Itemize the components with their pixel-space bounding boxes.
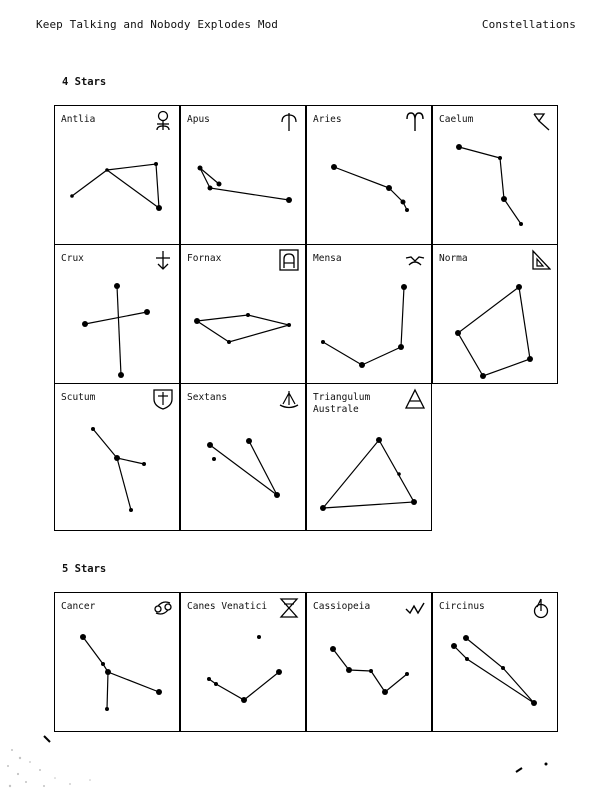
caelum-star-map xyxy=(456,144,523,226)
cancer-star-map xyxy=(80,634,162,711)
section-title-5-stars: 5 Stars xyxy=(62,563,107,575)
constellation-name: Canes Venatici xyxy=(187,601,268,612)
cassiopeia-symbol-icon xyxy=(405,602,425,615)
cell-apus: Apus xyxy=(180,105,306,245)
circinus-star-map xyxy=(451,635,537,706)
apus-star-map xyxy=(197,165,292,203)
constellation-name: Cancer xyxy=(61,601,96,612)
aries-star-map xyxy=(331,164,409,212)
constellation-name: Circinus xyxy=(439,601,485,612)
mensa-star-map xyxy=(321,284,407,368)
cell-crux: Crux xyxy=(54,244,180,384)
cell-circinus: Circinus xyxy=(432,592,558,732)
constellation-name: Norma xyxy=(439,253,468,264)
cancer-symbol-icon xyxy=(154,601,172,615)
cell-antlia: Antlia xyxy=(54,105,180,245)
header-left-title: Keep Talking and Nobody Explodes Mod xyxy=(36,18,279,31)
scutum-star-map xyxy=(91,427,146,512)
scutum-symbol-icon xyxy=(153,389,173,410)
crux-symbol-icon xyxy=(156,251,170,270)
triangulum-australe-symbol-icon xyxy=(405,388,425,409)
sextans-symbol-icon xyxy=(279,391,299,409)
constellation-name: Scutum xyxy=(61,392,96,403)
constellation-name: Cassiopeia xyxy=(313,601,371,612)
antlia-star-map xyxy=(70,162,162,211)
sextans-star-map xyxy=(207,438,280,498)
cassiopeia-star-map xyxy=(330,646,409,695)
cell-scutum: Scutum xyxy=(54,383,180,531)
antlia-symbol-icon xyxy=(156,110,170,131)
constellation-name: Apus xyxy=(187,114,210,125)
canes-venatici-star-map xyxy=(207,635,282,703)
cell-triangulum-australe: Triangulum Australe xyxy=(306,383,432,531)
cell-sextans: Sextans xyxy=(180,383,306,531)
triangulum-australe-star-map xyxy=(320,437,417,511)
header-right-title: Constellations xyxy=(481,18,576,31)
crux-star-map xyxy=(82,283,150,378)
paper-smudge-decoration xyxy=(7,735,548,788)
cell-mensa: Mensa xyxy=(306,244,432,384)
constellation-name: Crux xyxy=(61,253,84,264)
norma-symbol-icon xyxy=(532,249,551,270)
constellation-name: Fornax xyxy=(187,253,222,264)
constellation-name: Mensa xyxy=(313,253,342,264)
cell-fornax: Fornax xyxy=(180,244,306,384)
constellation-name: Antlia xyxy=(61,114,96,125)
cell-caelum: Caelum xyxy=(432,105,558,245)
caelum-symbol-icon xyxy=(533,113,550,131)
fornax-symbol-icon xyxy=(279,249,299,271)
cell-canes-venatici: Canes Venatici xyxy=(180,592,306,732)
constellation-name: Sextans xyxy=(187,392,228,403)
constellation-name: Triangulum Australe xyxy=(313,392,371,415)
cell-norma: Norma xyxy=(432,244,558,384)
cell-cancer: Cancer xyxy=(54,592,180,732)
constellation-name: Aries xyxy=(313,114,342,125)
norma-star-map xyxy=(455,284,533,379)
cell-aries: Aries xyxy=(306,105,432,245)
mensa-symbol-icon xyxy=(405,256,425,266)
cell-cassiopeia: Cassiopeia xyxy=(306,592,432,732)
constellation-name: Caelum xyxy=(439,114,474,125)
circinus-symbol-icon xyxy=(533,598,549,619)
canes-venatici-symbol-icon xyxy=(279,598,299,618)
aries-symbol-icon xyxy=(406,112,424,131)
apus-symbol-icon xyxy=(281,113,297,131)
fornax-star-map xyxy=(194,313,292,344)
section-title-4-stars: 4 Stars xyxy=(62,76,107,88)
